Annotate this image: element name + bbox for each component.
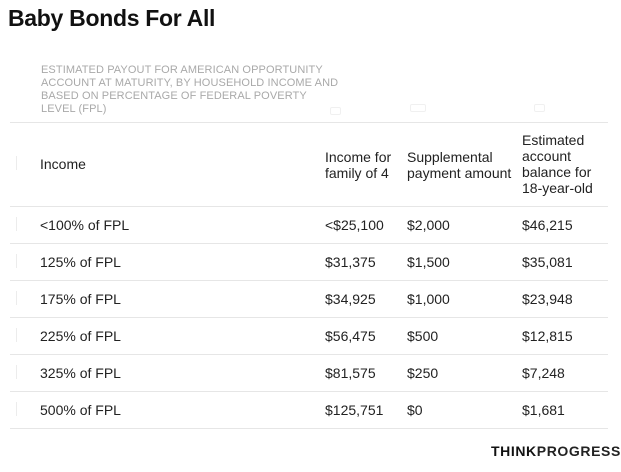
cell-income: 325% of FPL <box>40 365 121 381</box>
cell-family-income: $56,475 <box>325 328 376 344</box>
row-marker <box>16 254 22 268</box>
logo-think-text: THINK <box>491 443 537 459</box>
row-marker <box>16 402 22 416</box>
row-divider <box>10 243 608 244</box>
cell-supplemental: $250 <box>407 365 439 381</box>
sort-icon <box>534 104 545 112</box>
cell-balance: $7,248 <box>522 365 565 381</box>
cell-supplemental: $2,000 <box>407 217 450 233</box>
cell-income: 500% of FPL <box>40 402 121 418</box>
page-title: Baby Bonds For All <box>8 5 216 31</box>
cell-family-income: $31,375 <box>325 254 376 270</box>
header-family-income: Income for family of 4 <box>325 149 392 181</box>
row-divider <box>10 317 608 318</box>
cell-balance: $12,815 <box>522 328 573 344</box>
table-caption: ESTIMATED PAYOUT FOR AMERICAN OPPORTUNIT… <box>41 64 339 115</box>
sort-icon <box>330 107 341 115</box>
header-rule <box>10 206 608 207</box>
row-marker <box>16 328 22 342</box>
header-estimated-balance: Estimated account balance for 18-year-ol… <box>522 132 593 196</box>
row-divider <box>10 280 608 281</box>
header-row-marker <box>16 156 22 170</box>
header-income: Income <box>40 156 86 172</box>
row-marker <box>16 217 22 231</box>
cell-supplemental: $500 <box>407 328 439 344</box>
cell-supplemental: $0 <box>407 402 423 418</box>
cell-family-income: $81,575 <box>325 365 376 381</box>
cell-income: <100% of FPL <box>40 217 130 233</box>
cell-income: 125% of FPL <box>40 254 121 270</box>
logo-progress-text: PROGRESS <box>536 443 621 459</box>
cell-balance: $46,215 <box>522 217 573 233</box>
cell-family-income: $34,925 <box>325 291 376 307</box>
header-supplemental-payment: Supplemental payment amount <box>407 149 512 181</box>
row-divider <box>10 354 608 355</box>
cell-income: 225% of FPL <box>40 328 121 344</box>
cell-supplemental: $1,000 <box>407 291 450 307</box>
cell-supplemental: $1,500 <box>407 254 450 270</box>
row-marker <box>16 365 22 379</box>
table-bottom-rule <box>10 428 608 429</box>
cell-balance: $23,948 <box>522 291 573 307</box>
table-top-rule <box>10 122 608 123</box>
row-divider <box>10 391 608 392</box>
cell-family-income: $125,751 <box>325 402 384 418</box>
thinkprogress-logo: THINKPROGRESS <box>491 443 621 459</box>
cell-family-income: <$25,100 <box>325 217 384 233</box>
cell-balance: $35,081 <box>522 254 573 270</box>
sort-icon <box>410 104 426 112</box>
cell-balance: $1,681 <box>522 402 565 418</box>
row-marker <box>16 291 22 305</box>
cell-income: 175% of FPL <box>40 291 121 307</box>
